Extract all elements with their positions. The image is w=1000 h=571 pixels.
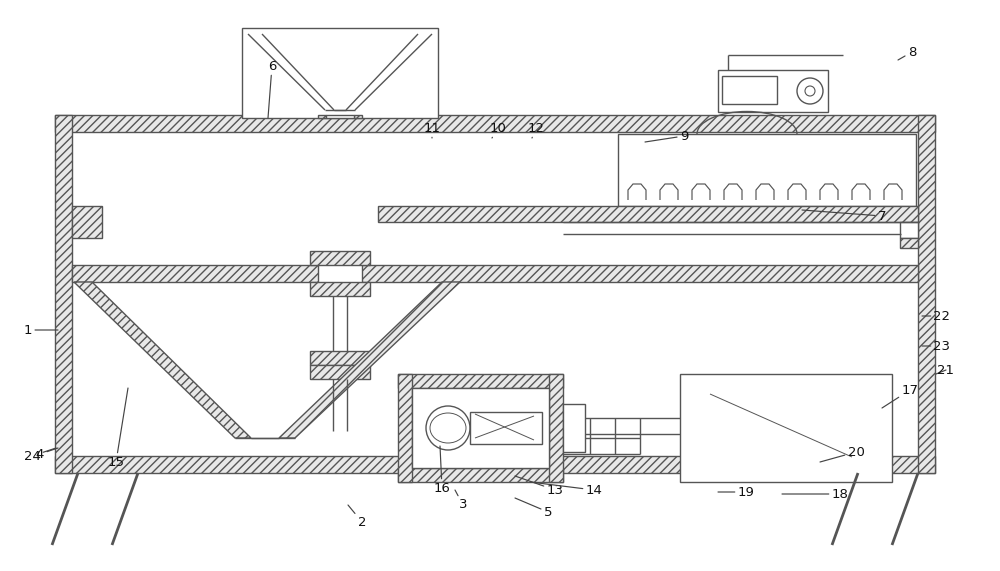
- Bar: [398, 374, 563, 388]
- Bar: [563, 404, 585, 452]
- Ellipse shape: [426, 406, 470, 450]
- Bar: [318, 115, 326, 118]
- Bar: [72, 265, 318, 282]
- Bar: [618, 134, 916, 206]
- Bar: [900, 238, 918, 248]
- Text: 4: 4: [36, 448, 58, 460]
- Bar: [718, 70, 828, 112]
- Circle shape: [797, 78, 823, 104]
- Bar: [55, 456, 935, 473]
- Text: 12: 12: [528, 122, 544, 138]
- Text: 22: 22: [922, 309, 950, 323]
- Bar: [72, 206, 102, 238]
- Text: 6: 6: [268, 59, 276, 118]
- Text: 23: 23: [922, 340, 950, 352]
- Text: 2: 2: [348, 505, 366, 529]
- Bar: [918, 115, 935, 473]
- Bar: [470, 412, 542, 444]
- Bar: [55, 115, 935, 132]
- Text: 8: 8: [898, 46, 916, 60]
- Text: 5: 5: [515, 498, 552, 518]
- Bar: [242, 28, 438, 118]
- Text: 19: 19: [718, 485, 754, 498]
- Text: 11: 11: [424, 122, 440, 138]
- Bar: [326, 115, 354, 118]
- Bar: [680, 374, 892, 482]
- Polygon shape: [279, 282, 460, 438]
- Bar: [549, 374, 563, 482]
- Text: 9: 9: [645, 130, 688, 143]
- Text: 3: 3: [455, 490, 467, 512]
- Polygon shape: [74, 282, 251, 438]
- Text: 1: 1: [24, 324, 58, 336]
- Text: 24: 24: [24, 448, 56, 463]
- Text: 10: 10: [490, 122, 506, 138]
- Circle shape: [805, 86, 815, 96]
- Bar: [362, 265, 918, 282]
- Bar: [310, 282, 370, 296]
- Bar: [310, 251, 370, 265]
- Bar: [412, 388, 549, 468]
- Bar: [55, 115, 72, 473]
- Text: 16: 16: [434, 446, 450, 494]
- Bar: [398, 374, 412, 482]
- Text: 14: 14: [530, 482, 602, 497]
- Bar: [378, 206, 918, 222]
- Bar: [310, 365, 370, 379]
- Bar: [310, 351, 370, 365]
- Text: 15: 15: [108, 388, 128, 468]
- Text: 21: 21: [936, 364, 954, 376]
- Text: 13: 13: [515, 476, 564, 497]
- Text: 7: 7: [802, 210, 886, 223]
- Bar: [900, 222, 918, 238]
- Bar: [354, 115, 362, 118]
- Text: 18: 18: [782, 488, 848, 501]
- Text: 20: 20: [820, 445, 864, 462]
- Bar: [722, 76, 777, 104]
- Bar: [398, 468, 563, 482]
- Text: 17: 17: [882, 384, 918, 408]
